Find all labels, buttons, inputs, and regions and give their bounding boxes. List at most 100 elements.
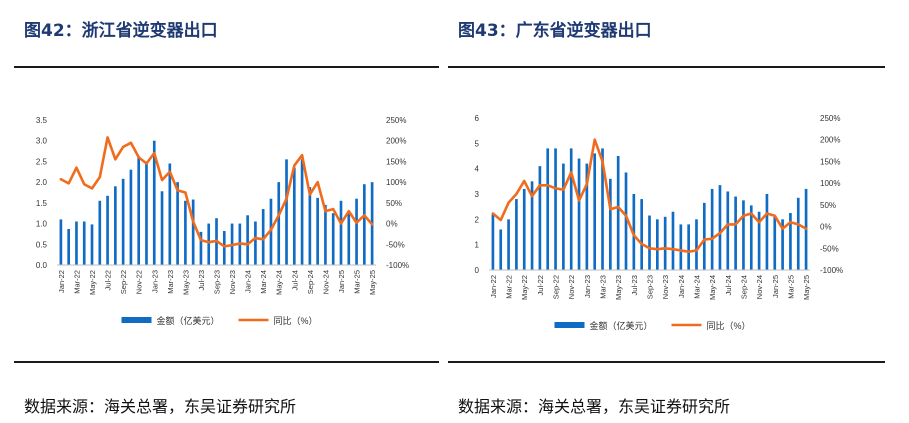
- x-axis-tick-label: Mar-23: [166, 270, 175, 294]
- bar: [562, 163, 565, 270]
- x-axis-tick-label: Jul-24: [724, 275, 733, 295]
- bar: [663, 216, 667, 270]
- right-axis-tick-label: 0%: [820, 223, 832, 232]
- bar: [355, 198, 358, 265]
- bar: [538, 166, 542, 270]
- bar: [593, 153, 597, 270]
- top-rule: [448, 66, 885, 68]
- x-axis-tick-label: Jan-23: [583, 275, 592, 298]
- bar: [726, 191, 730, 270]
- left-axis-tick-label: 1: [475, 241, 480, 250]
- bar: [285, 159, 288, 265]
- bar: [702, 202, 706, 270]
- bar: [577, 158, 581, 270]
- bar: [75, 221, 78, 265]
- x-axis-tick-label: Nov-22: [567, 275, 576, 299]
- x-axis-tick-label: May-22: [520, 275, 529, 300]
- bar: [152, 140, 156, 265]
- bar: [734, 196, 737, 270]
- left-axis-tick-label: 1.0: [36, 220, 48, 229]
- chart-panel-zhejiang: 图42：浙江省逆变器出口 0.0 0.5 1.0 1.5 2.0 2.5 3.0 3.5 -10…: [0, 0, 440, 423]
- bar: [324, 204, 327, 265]
- bar: [207, 223, 211, 265]
- bar: [316, 197, 319, 265]
- right-axis-tick-label: 50%: [386, 199, 402, 208]
- bar: [648, 215, 651, 270]
- x-axis-tick-label: Mar-25: [353, 270, 362, 294]
- right-axis-tick-label: -100%: [386, 261, 409, 270]
- x-axis-tick-label: Jan-22: [57, 270, 66, 293]
- x-axis-tick-label: Mar-24: [692, 275, 701, 299]
- figure-title: 图42：浙江省逆变器出口: [24, 21, 218, 41]
- combo-chart: 0.0 0.5 1.0 1.5 2.0 2.5 3.0 3.5 -100% -50% 0% 50% 10…: [36, 116, 409, 326]
- bar: [98, 200, 102, 265]
- bar: [145, 161, 148, 265]
- left-axis-tick-label: 2.5: [36, 157, 48, 166]
- x-axis-tick-label: Sep-22: [119, 270, 128, 294]
- bar: [616, 156, 620, 270]
- bar: [106, 195, 109, 265]
- bar: [331, 213, 335, 265]
- bar: [90, 224, 94, 265]
- bar: [679, 224, 683, 270]
- bar: [277, 182, 281, 265]
- x-axis-tick-label: Jul-22: [104, 270, 113, 290]
- bar: [507, 219, 510, 270]
- bar: [765, 194, 769, 270]
- x-axis-tick-label: May-24: [275, 270, 284, 295]
- right-axis-tick-label: 200%: [820, 136, 840, 145]
- bar: [796, 197, 800, 270]
- combo-chart: 0 1 2 3 4 5 6 -100% -50% 0% 50% 100% 150% 200% 250% Jan…: [475, 114, 844, 331]
- legend-swatch-bar: [121, 317, 152, 323]
- bar: [308, 187, 312, 265]
- bar: [129, 169, 133, 265]
- bar: [121, 178, 125, 265]
- bar: [569, 148, 573, 270]
- left-axis-tick-label: 0.0: [36, 261, 48, 270]
- bottom-rule: [448, 361, 885, 363]
- left-axis-tick-label: 0: [475, 266, 480, 275]
- right-axis-tick-label: 150%: [820, 157, 840, 166]
- right-axis-tick-label: 250%: [820, 114, 840, 123]
- left-axis-tick-label: 3.0: [36, 137, 48, 146]
- yoy-line: [59, 136, 374, 248]
- x-axis-tick-label: Nov-23: [228, 270, 237, 294]
- left-axis-tick-label: 1.5: [36, 199, 48, 208]
- x-axis-tick-label: Mar-22: [505, 275, 514, 299]
- bar: [114, 186, 117, 265]
- bar: [789, 213, 792, 270]
- bar: [222, 231, 226, 265]
- right-axis-tick-label: -100%: [820, 266, 843, 275]
- bar: [671, 211, 675, 270]
- bar: [757, 211, 761, 270]
- bar: [522, 188, 526, 270]
- x-axis-tick-label: Nov-24: [321, 270, 330, 294]
- x-axis-tick-label: Sep-23: [646, 275, 655, 299]
- legend-label: 金额（亿美元）: [157, 315, 220, 326]
- source-note: 数据来源：海关总署，东吴证券研究所: [24, 397, 297, 416]
- legend-swatch-bar: [554, 322, 585, 328]
- right-axis-tick-label: 200%: [386, 137, 406, 146]
- x-axis-tick-label: Jan-25: [337, 270, 346, 293]
- legend-label: 同比（%）: [274, 315, 318, 326]
- bar: [546, 148, 550, 270]
- x-axis-tick-label: May-24: [708, 275, 717, 300]
- x-axis-tick-label: May-23: [614, 275, 623, 300]
- right-axis-tick-label: -50%: [820, 244, 839, 253]
- bar: [624, 172, 628, 270]
- x-axis-tick-label: Sep-24: [739, 275, 748, 299]
- bar: [300, 159, 304, 265]
- right-axis-tick-label: 0%: [386, 220, 398, 229]
- left-axis-tick-label: 2: [475, 215, 480, 224]
- bar: [742, 200, 745, 270]
- bar: [347, 211, 351, 265]
- yoy-line: [491, 138, 808, 254]
- bar: [515, 199, 518, 270]
- x-axis-tick-label: Jan-22: [489, 275, 498, 298]
- right-axis-tick-label: -50%: [386, 240, 405, 249]
- bar: [176, 182, 179, 265]
- bar: [137, 157, 141, 265]
- bar: [67, 228, 70, 265]
- bar: [601, 148, 604, 270]
- x-axis-tick-label: Mar-24: [259, 270, 268, 294]
